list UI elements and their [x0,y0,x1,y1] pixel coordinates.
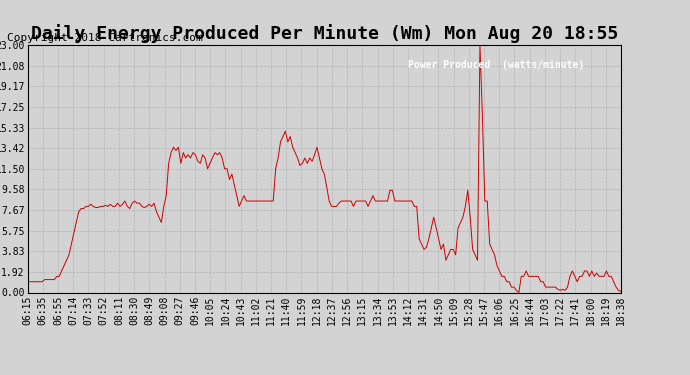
Title: Daily Energy Produced Per Minute (Wm) Mon Aug 20 18:55: Daily Energy Produced Per Minute (Wm) Mo… [30,24,618,44]
Text: Copyright 2018 Cartronics.com: Copyright 2018 Cartronics.com [7,33,203,43]
